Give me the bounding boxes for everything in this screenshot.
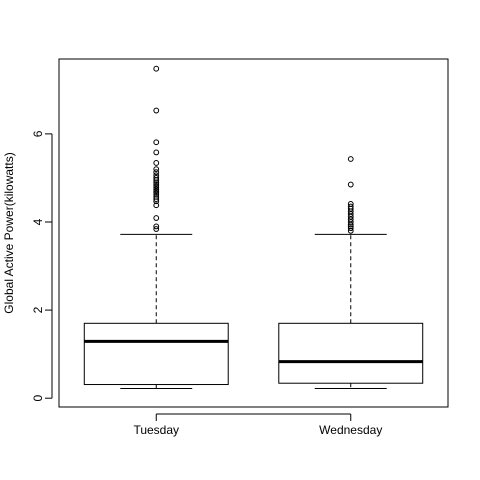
outlier-point xyxy=(347,225,354,232)
x-tick-label: Wednesday xyxy=(319,423,382,437)
y-axis-label: Global Active Power(kilowatts) xyxy=(2,152,16,313)
outlier-point xyxy=(153,169,160,176)
outlier-point xyxy=(153,149,160,156)
plot-frame xyxy=(58,58,449,408)
x-axis: Tuesday Wednesday xyxy=(133,413,382,437)
outlier-point xyxy=(153,223,160,230)
outlier-point xyxy=(347,181,354,188)
y-tick-label: 4 xyxy=(31,218,45,225)
outlier-point xyxy=(153,166,160,173)
outlier-point xyxy=(153,65,160,72)
box-group xyxy=(278,156,424,389)
y-tick-label: 6 xyxy=(31,130,45,137)
outlier-point xyxy=(347,156,354,162)
y-tick-label: 2 xyxy=(31,306,45,313)
y-axis: 0 2 4 6 xyxy=(31,130,53,402)
outlier-point xyxy=(347,227,354,234)
outlier-point xyxy=(153,190,160,196)
outlier-point xyxy=(153,107,160,114)
outlier-point xyxy=(347,221,354,228)
outlier-point xyxy=(153,139,160,146)
outlier-point xyxy=(153,188,160,195)
y-tick-label: 0 xyxy=(31,395,45,402)
iqr-box xyxy=(83,322,229,386)
iqr-box xyxy=(278,322,424,384)
outlier-point xyxy=(153,226,160,232)
outlier-point xyxy=(153,177,160,184)
x-tick-label: Tuesday xyxy=(133,423,179,437)
outlier-point xyxy=(153,215,160,221)
box-group xyxy=(83,65,229,389)
outlier-point xyxy=(153,196,160,202)
outlier-point xyxy=(153,202,160,209)
outlier-point xyxy=(153,160,160,166)
boxes xyxy=(83,65,424,389)
outlier-point xyxy=(153,198,160,205)
